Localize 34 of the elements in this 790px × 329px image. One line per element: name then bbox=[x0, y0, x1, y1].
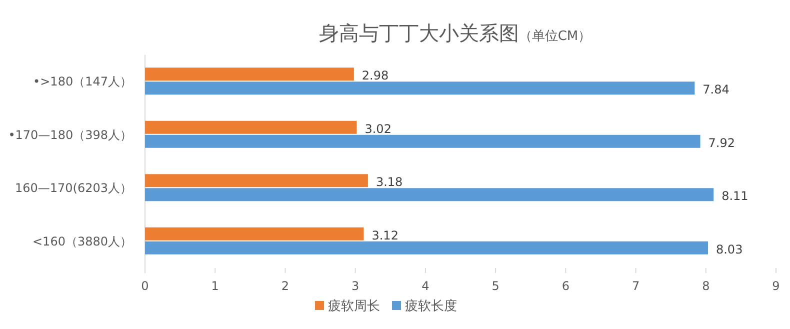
bar bbox=[145, 227, 364, 240]
bar bbox=[145, 120, 357, 134]
bar bbox=[145, 174, 368, 188]
x-tick-label: 0 bbox=[141, 279, 149, 293]
data-label: 7.84 bbox=[702, 82, 730, 97]
data-label: 3.02 bbox=[364, 122, 392, 136]
chart-subtitle: （单位CM） bbox=[518, 29, 592, 44]
chart-title: 身高与丁丁大小关系图 bbox=[318, 21, 519, 45]
x-tick-label: 2 bbox=[281, 279, 290, 293]
y-tick-label: •>180（147人） bbox=[33, 74, 132, 89]
bar bbox=[145, 241, 708, 254]
x-tick-label: 6 bbox=[562, 279, 570, 293]
data-label: 7.92 bbox=[708, 136, 735, 150]
bar bbox=[145, 134, 700, 148]
data-label: 8.03 bbox=[716, 242, 743, 256]
x-tick-label: 8 bbox=[702, 279, 710, 293]
data-label: 3.18 bbox=[376, 175, 403, 190]
x-tick-label: 1 bbox=[211, 279, 219, 293]
data-label: 2.98 bbox=[362, 68, 389, 83]
x-tick-label: 7 bbox=[632, 279, 640, 293]
y-tick-label: 160—170(6203人） bbox=[14, 181, 132, 196]
x-tick-label: 3 bbox=[352, 279, 360, 293]
legend-label: 疲软周长 bbox=[328, 299, 380, 314]
x-tick-label: 9 bbox=[772, 279, 780, 293]
data-label: 8.11 bbox=[722, 189, 748, 204]
bar bbox=[145, 82, 695, 95]
x-tick-label: 4 bbox=[422, 279, 430, 293]
y-tick-label: •170—180（398人） bbox=[8, 128, 132, 142]
data-label: 3.12 bbox=[372, 228, 398, 242]
bar bbox=[145, 188, 714, 202]
bar bbox=[145, 68, 354, 81]
y-tick-label: <160（3880人） bbox=[32, 234, 132, 248]
legend-label: 疲软长度 bbox=[405, 298, 457, 314]
x-tick-label: 5 bbox=[492, 279, 500, 293]
